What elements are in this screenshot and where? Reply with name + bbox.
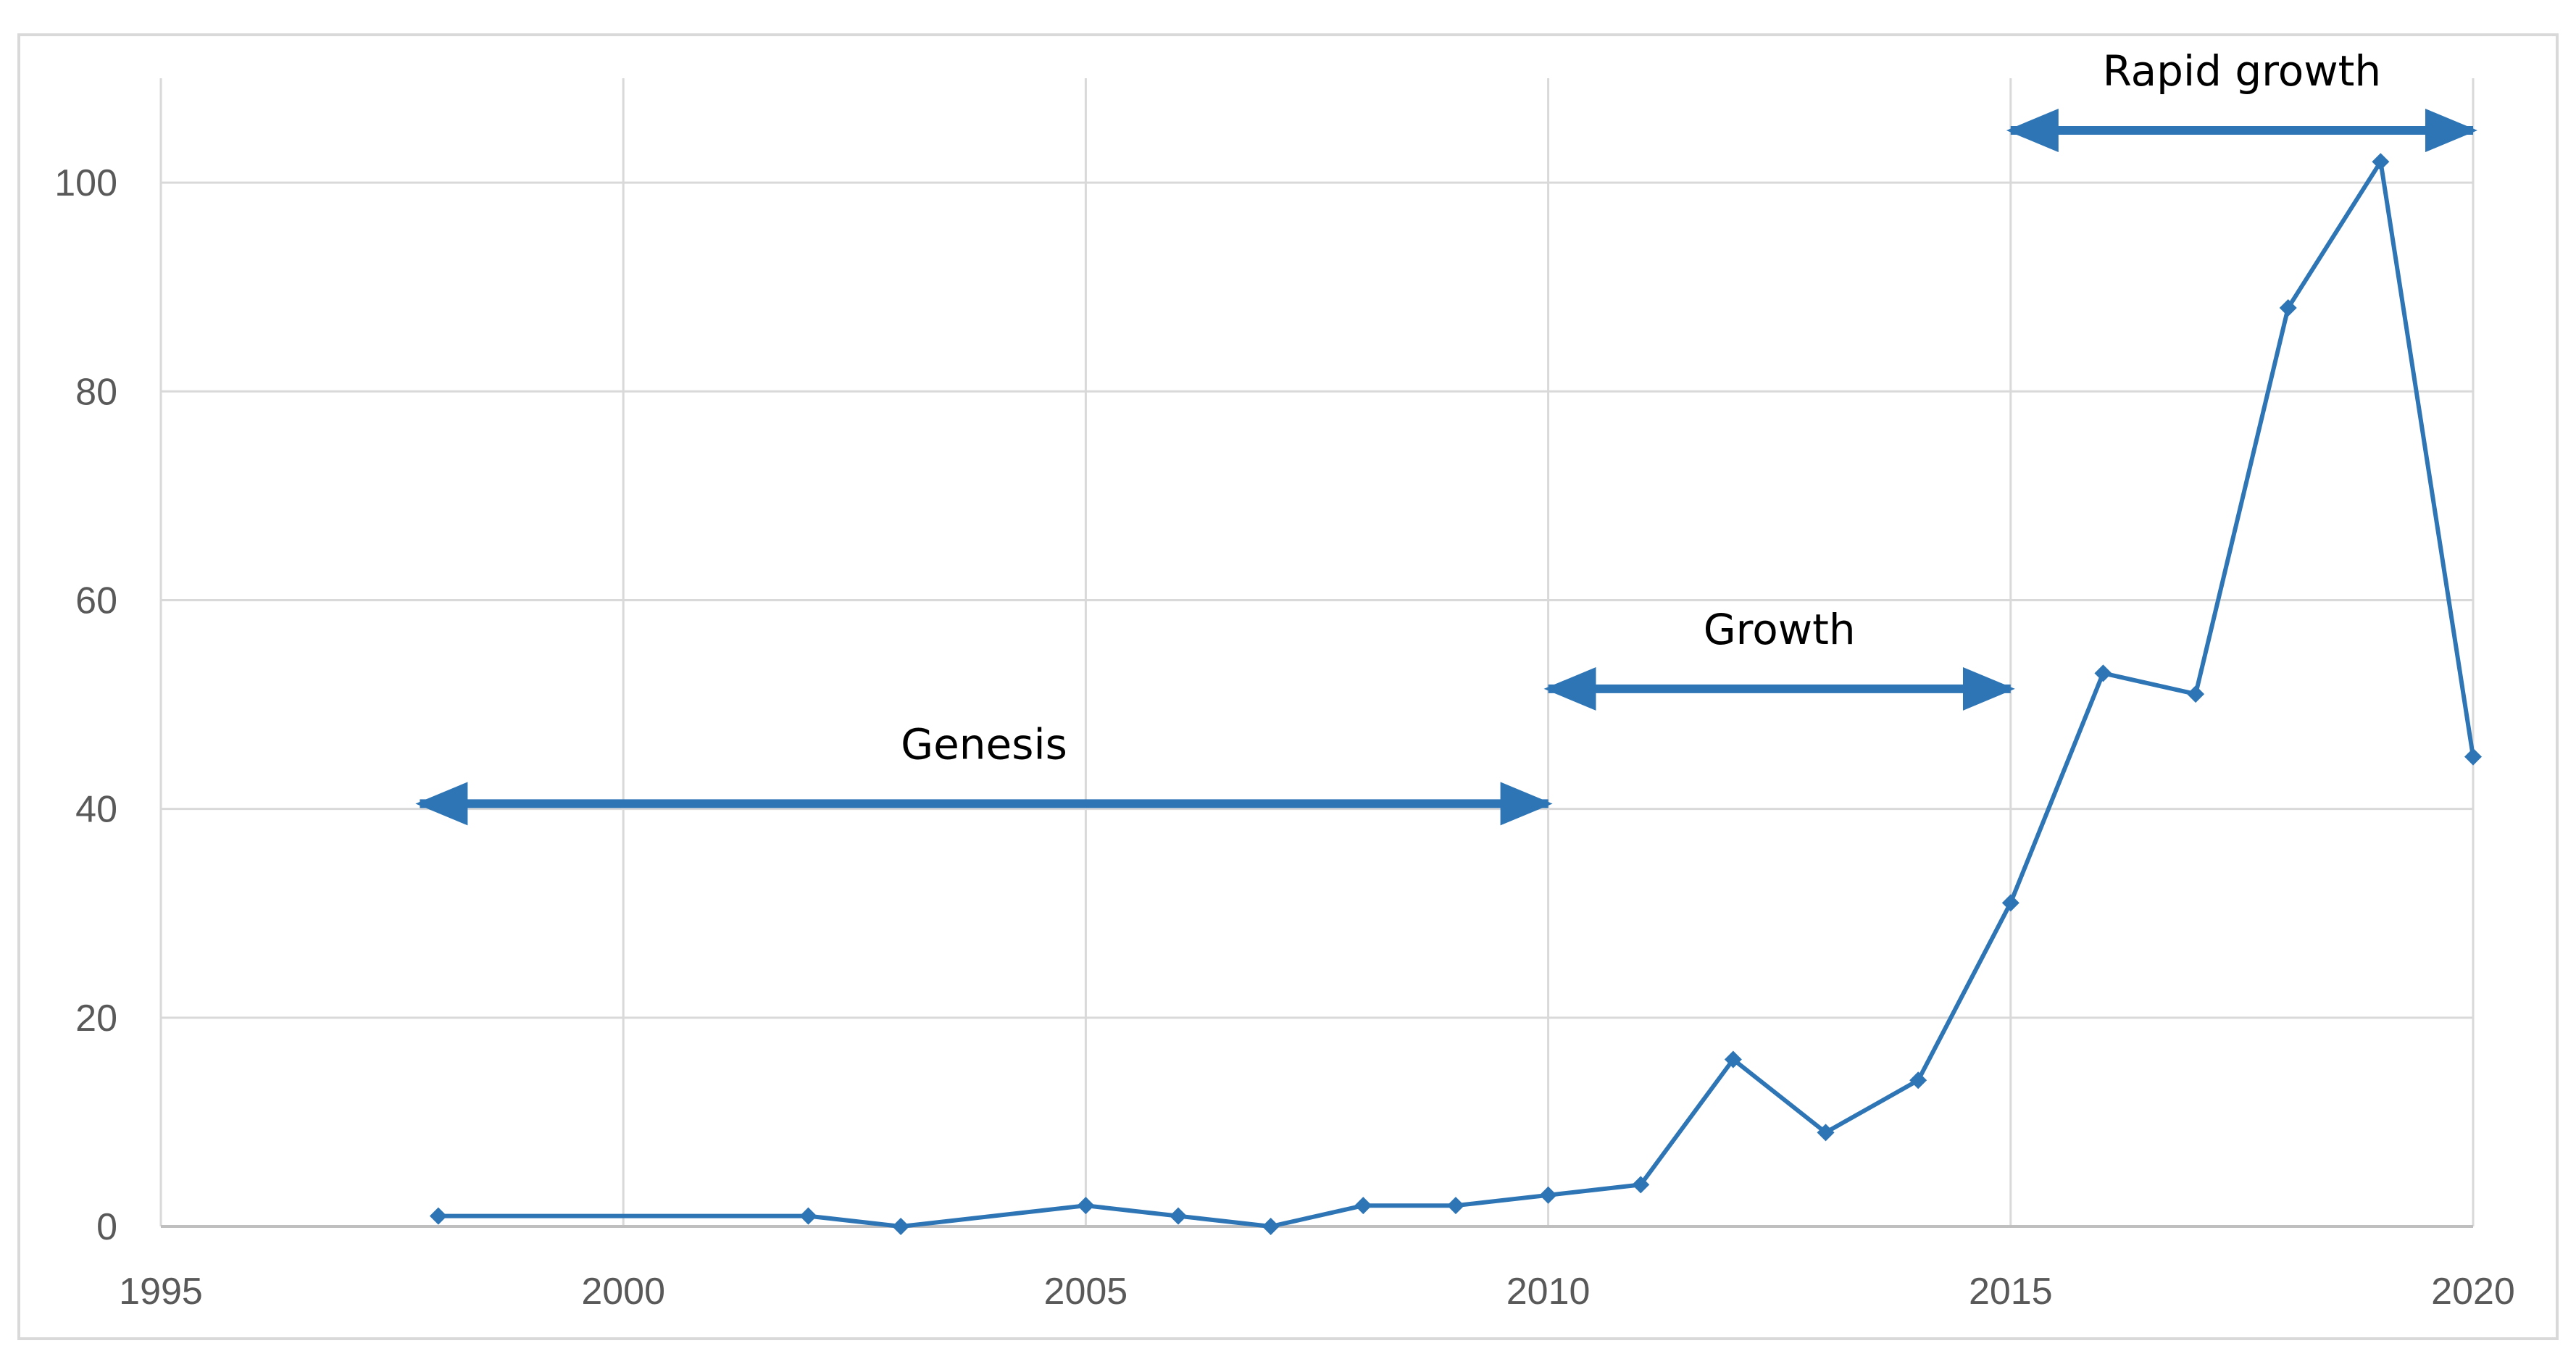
x-tick-label-2015: 2015 <box>1969 1271 2053 1313</box>
data-point-2015 <box>2001 894 2019 912</box>
data-point-2020 <box>2464 748 2482 766</box>
phase-label-1: Growth <box>1704 605 1856 654</box>
data-point-2014 <box>1909 1071 1927 1090</box>
axes: 0 20 40 60 80 100 1995 2000 2005 2010 2015 2020 <box>54 162 2515 1313</box>
x-tick-label-2010: 2010 <box>1506 1271 1591 1313</box>
data-point-2010 <box>1539 1186 1557 1204</box>
data-point-2009 <box>1446 1197 1464 1215</box>
data-point-2003 <box>892 1218 910 1235</box>
data-point-2018 <box>2279 299 2297 317</box>
y-tick-label-0: 0 <box>96 1206 117 1248</box>
phase-label-2: Rapid growth <box>2103 46 2382 96</box>
data-point-2008 <box>1354 1197 1372 1215</box>
data-point-2019 <box>2372 153 2390 171</box>
y-tick-label-80: 80 <box>75 371 117 413</box>
x-tick-label-1995: 1995 <box>119 1271 203 1313</box>
y-tick-label-100: 100 <box>54 162 117 204</box>
phase-label-0: Genesis <box>901 719 1067 769</box>
data-point-2017 <box>2187 685 2205 703</box>
data-point-2013 <box>1817 1124 1835 1142</box>
data-series <box>429 153 2482 1235</box>
x-tick-label-2000: 2000 <box>581 1271 665 1313</box>
data-point-2005 <box>1077 1197 1095 1215</box>
data-point-2016 <box>2094 664 2112 682</box>
phase-annotations: Genesis Growth Rapid growth <box>415 46 2477 826</box>
data-point-1998 <box>429 1207 447 1225</box>
data-point-2007 <box>1262 1218 1280 1235</box>
data-point-2011 <box>1632 1176 1650 1194</box>
y-tick-label-60: 60 <box>75 580 117 622</box>
data-point-2002 <box>799 1207 817 1225</box>
data-point-2012 <box>1724 1050 1742 1069</box>
y-tick-label-20: 20 <box>75 998 117 1040</box>
x-tick-label-2005: 2005 <box>1044 1271 1128 1313</box>
y-tick-label-40: 40 <box>75 789 117 831</box>
x-tick-label-2020: 2020 <box>2431 1271 2515 1313</box>
data-point-2006 <box>1170 1207 1188 1225</box>
chart-border <box>17 33 2559 1340</box>
